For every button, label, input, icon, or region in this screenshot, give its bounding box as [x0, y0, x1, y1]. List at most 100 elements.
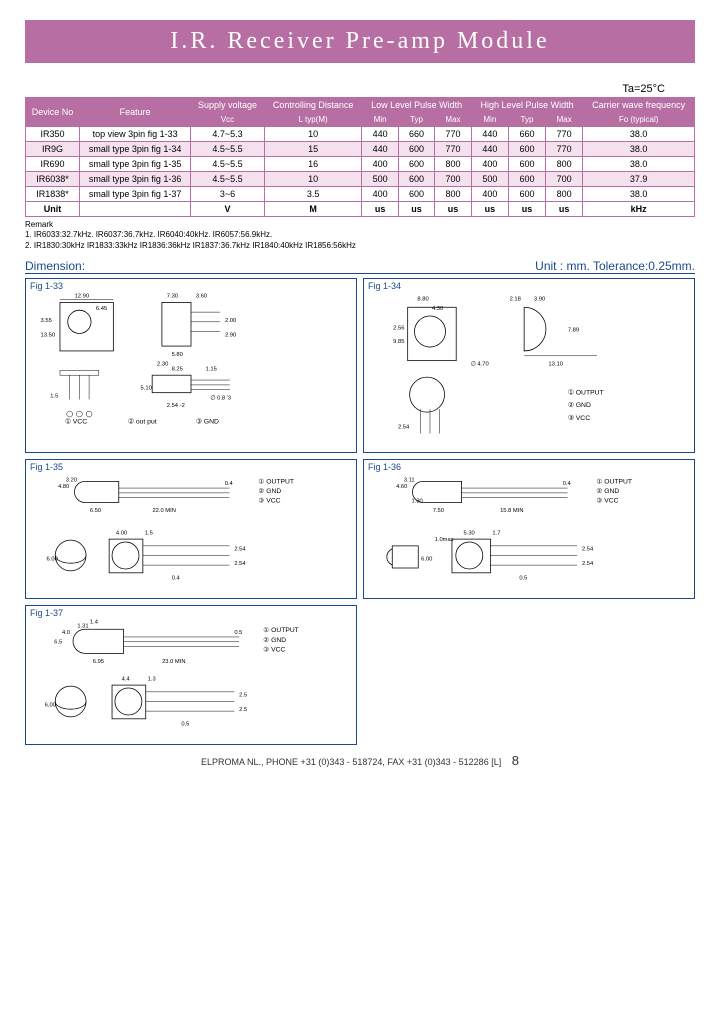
cell: 400	[362, 187, 398, 202]
cell: 3~6	[191, 187, 265, 202]
dimension-unit-note: Unit : mm. Tolerance:0.25mm.	[535, 259, 695, 273]
svg-text:6.00: 6.00	[45, 702, 56, 708]
cell: 600	[398, 172, 434, 187]
svg-text:2.18: 2.18	[510, 297, 521, 303]
cell: 4.7~5.3	[191, 127, 265, 142]
cell: 400	[471, 157, 508, 172]
th-ltyp: L typ(M)	[264, 113, 362, 127]
svg-text:③ VCC: ③ VCC	[596, 497, 618, 505]
cell: us	[471, 202, 508, 217]
cell: 770	[546, 127, 583, 142]
svg-text:6.00: 6.00	[421, 556, 432, 562]
cell: Unit	[26, 202, 80, 217]
svg-text:6.5: 6.5	[54, 640, 62, 646]
cell: top view 3pin fig 1-33	[80, 127, 191, 142]
svg-text:1.0max: 1.0max	[435, 537, 454, 543]
svg-text:4.80: 4.80	[58, 484, 69, 490]
cell: 16	[264, 157, 362, 172]
cell: 600	[398, 142, 434, 157]
cell: 800	[435, 157, 472, 172]
spec-table: Device No Feature Supply voltage Control…	[25, 97, 695, 217]
cell: 600	[508, 187, 545, 202]
svg-text:7.89: 7.89	[568, 328, 579, 334]
svg-text:4.30: 4.30	[432, 306, 443, 312]
cell: 770	[435, 127, 472, 142]
cell: 440	[471, 127, 508, 142]
svg-text:4.00: 4.00	[116, 530, 127, 536]
fig-1-34: Fig 1-34 8.80 4.30 2.56 9.85 2.18 3.90 7…	[363, 278, 695, 453]
cell: us	[362, 202, 398, 217]
svg-text:7.30: 7.30	[167, 294, 178, 300]
th-low: Low Level Pulse Width	[362, 98, 471, 113]
cell: IR350	[26, 127, 80, 142]
temp-note: Ta=25°C	[25, 83, 695, 95]
svg-text:8.80: 8.80	[417, 297, 428, 303]
cell: small type 3pin fig 1-35	[80, 157, 191, 172]
svg-text:13.50: 13.50	[41, 333, 56, 339]
th-fo: Fo (typical)	[583, 113, 695, 127]
fig-1-33: Fig 1-33 12.90 6.45 3.55 13.50 7.30 3.60…	[25, 278, 357, 453]
cell: 38.0	[583, 142, 695, 157]
cell: 500	[471, 172, 508, 187]
svg-text:③ VCC: ③ VCC	[258, 497, 280, 505]
cell: 660	[508, 127, 545, 142]
svg-text:∅ 4.70: ∅ 4.70	[471, 361, 489, 368]
th-hmax: Max	[546, 113, 583, 127]
th-freq: Carrier wave frequency	[583, 98, 695, 113]
fig-label: Fig 1-35	[30, 462, 63, 472]
cell: kHz	[583, 202, 695, 217]
svg-text:5.80: 5.80	[172, 352, 183, 358]
th-vcc: Vcc	[191, 113, 265, 127]
unit-row: UnitVMususususususkHz	[26, 202, 695, 217]
svg-text:5.30: 5.30	[464, 530, 475, 536]
table-row: IR690small type 3pin fig 1-354.5~5.51640…	[26, 157, 695, 172]
fig-1-37: Fig 1-37 6.5 4.0 1.31 1.4 6.95 23.0 MIN …	[25, 605, 357, 745]
svg-text:2.5: 2.5	[239, 707, 247, 713]
th-high: High Level Pulse Width	[471, 98, 583, 113]
cell: 770	[435, 142, 472, 157]
cell: 600	[508, 142, 545, 157]
cell: 800	[546, 157, 583, 172]
svg-text:0.4: 0.4	[225, 481, 234, 487]
svg-text:2.56: 2.56	[393, 326, 404, 332]
cell: 38.0	[583, 127, 695, 142]
page-title: I.R. Receiver Pre-amp Module	[25, 20, 695, 63]
svg-text:6.95: 6.95	[93, 659, 104, 665]
cell: 600	[398, 157, 434, 172]
svg-text:② GND: ② GND	[596, 487, 619, 495]
cell: IR1838*	[26, 187, 80, 202]
svg-text:② GND: ② GND	[258, 487, 281, 495]
footer-text: ELPROMA NL., PHONE +31 (0)343 - 518724, …	[201, 757, 501, 767]
th-dist: Controlling Distance	[264, 98, 362, 113]
svg-text:2.5: 2.5	[239, 693, 247, 699]
cell: 37.9	[583, 172, 695, 187]
cell: small type 3pin fig 1-36	[80, 172, 191, 187]
svg-text:2.30: 2.30	[157, 362, 168, 368]
svg-text:1.15: 1.15	[206, 367, 217, 373]
svg-text:∅ 0.8 '3: ∅ 0.8 '3	[210, 395, 231, 402]
svg-text:3.55: 3.55	[41, 318, 52, 324]
svg-text:2.00: 2.00	[225, 318, 236, 324]
cell: 700	[435, 172, 472, 187]
svg-text:3.60: 3.60	[196, 294, 207, 300]
svg-text:1.3: 1.3	[148, 676, 156, 682]
svg-text:2.54: 2.54	[398, 425, 410, 431]
cell: 15	[264, 142, 362, 157]
th-supply: Supply voltage	[191, 98, 265, 113]
svg-text:② out put: ② out put	[128, 418, 157, 426]
svg-text:5.10: 5.10	[141, 386, 152, 392]
fig-label: Fig 1-37	[30, 608, 63, 618]
cell: small type 3pin fig 1-34	[80, 142, 191, 157]
svg-text:③ GND: ③ GND	[196, 418, 219, 426]
page-number: 8	[512, 753, 519, 768]
th-lmin: Min	[362, 113, 398, 127]
svg-text:6.50: 6.50	[90, 508, 101, 514]
svg-text:6.45: 6.45	[96, 306, 107, 312]
cell: IR690	[26, 157, 80, 172]
svg-text:1.31: 1.31	[77, 624, 88, 630]
svg-text:15.8 MIN: 15.8 MIN	[500, 508, 523, 514]
cell: 3.5	[264, 187, 362, 202]
svg-text:1.5: 1.5	[145, 530, 153, 536]
svg-text:6.00: 6.00	[47, 556, 58, 562]
svg-text:1.7: 1.7	[492, 530, 500, 536]
